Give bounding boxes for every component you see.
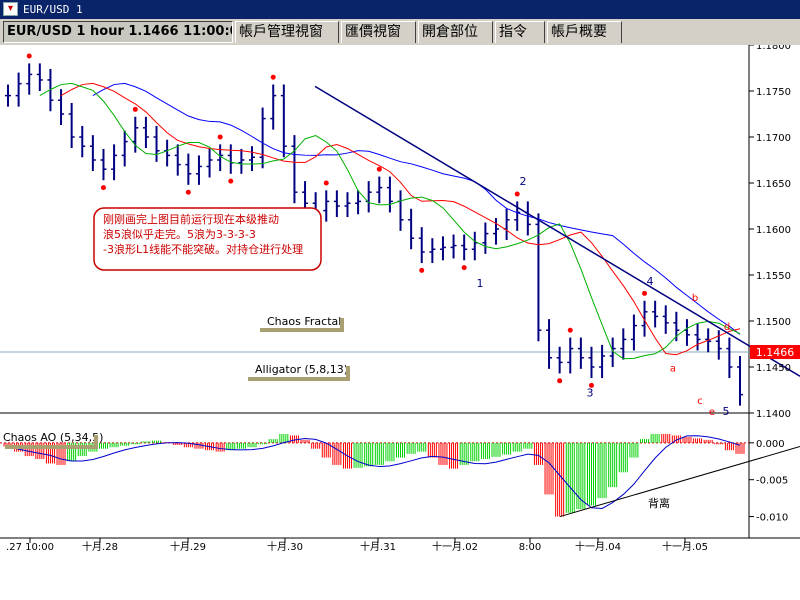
current-price-label: 1.1466 [756, 346, 795, 359]
wave-label: 3 [587, 386, 594, 399]
fractal-label-bracket [260, 318, 344, 332]
subwave-label: d [724, 322, 730, 333]
price-tick-label: 1.1700 [756, 133, 791, 144]
fractal-down-dot [419, 267, 425, 273]
fractal-down-dot [228, 178, 234, 184]
subwave-label: a [670, 364, 676, 375]
tab-rates[interactable]: 匯價視窗 [341, 21, 416, 43]
ao-tick-label: -0.010 [756, 513, 788, 524]
tab-chart-eurusd[interactable]: EUR/USD 1 hour 1.1466 11:00:00 [3, 21, 233, 43]
time-tick-label: 十月.31 [360, 540, 396, 553]
chart-window-icon: ▾ [3, 2, 18, 16]
alligator-lips-line [39, 82, 741, 360]
ao-signal-line [7, 435, 741, 509]
time-tick-label: 十一月.05 [662, 540, 708, 553]
fractal-label: Chaos Fractal [267, 315, 341, 328]
ao-tick-label: 0.000 [756, 439, 785, 450]
chart-area[interactable]: 1 2 3 4 5 a b c d e 1.1800 1.1750 1.1700 1.1650 1.160… [0, 45, 800, 600]
ao-label: Chaos AO (5,34,5) [3, 431, 103, 444]
wave-label: 1 [477, 277, 484, 290]
fractal-up-dot [217, 134, 223, 140]
fractal-up-dot [270, 74, 276, 80]
fractal-down-dot [100, 185, 106, 191]
fractal-up-dot [376, 166, 382, 172]
ao-tick-label: -0.005 [756, 476, 788, 487]
price-tick-label: 1.1450 [756, 363, 791, 374]
fractal-down-dot [588, 382, 594, 388]
wave-label: 2 [520, 175, 527, 188]
fractal-down-dot [185, 189, 191, 195]
window-title: EUR/USD 1 [23, 3, 83, 16]
price-tick-label: 1.1400 [756, 409, 791, 420]
time-tick-label: 十一月.04 [575, 540, 621, 553]
time-tick-label: 十月.30 [267, 540, 303, 553]
price-tick-label: 1.1750 [756, 87, 791, 98]
tab-bar: EUR/USD 1 hour 1.1466 11:00:00 帳戶管理視窗 匯價… [0, 19, 800, 46]
annotation-box [93, 207, 322, 271]
fractal-up-dot [514, 191, 520, 197]
time-tick-label: 十一月.02 [432, 540, 478, 553]
wave-label: 4 [647, 275, 654, 288]
ao-label-bracket [5, 435, 98, 449]
tab-account-summary[interactable]: 帳戶概要 [547, 21, 622, 43]
tab-open-positions[interactable]: 開倉部位 [418, 21, 493, 43]
window-titlebar: ▾ EUR/USD 1 [0, 0, 800, 19]
axes: 1.1800 1.1750 1.1700 1.1650 1.1600 1.1550 1.15… [6, 45, 791, 553]
tab-account-management[interactable]: 帳戶管理視窗 [235, 21, 339, 43]
alligator-jaw-line [92, 82, 741, 335]
time-tick-label: 8:00 [519, 542, 541, 553]
tab-orders[interactable]: 指令 [495, 21, 545, 43]
price-tick-label: 1.1500 [756, 317, 791, 328]
wave-label: 5 [723, 405, 730, 418]
alligator-label-bracket [248, 366, 350, 381]
fractal-up-dot [642, 290, 648, 296]
divergence-line [559, 446, 800, 518]
subwave-label: b [692, 293, 698, 304]
price-tick-label: 1.1550 [756, 271, 791, 282]
time-tick-label: 十月.29 [170, 540, 206, 553]
divergence-label: 背离 [648, 496, 670, 510]
current-price-tag [750, 345, 800, 359]
price-panel: 1 2 3 4 5 a b c d e [5, 53, 800, 418]
alligator-teeth-line [60, 82, 741, 356]
fractal-up-dot [26, 53, 32, 59]
fractal-up-dot [132, 106, 138, 112]
fractal-up-dot [567, 327, 573, 333]
price-tick-label: 1.1800 [756, 45, 791, 52]
fractal-down-dot [461, 265, 467, 271]
trendline-l1 [314, 85, 800, 377]
fractal-down-dot [557, 378, 563, 384]
time-tick-label: 十月.28 [82, 540, 118, 553]
time-tick-label: .27 10:00 [6, 542, 54, 553]
subwave-label: c [697, 396, 703, 407]
fractal-up-dot [323, 180, 329, 186]
annotation-text: 刚刚画完上图目前运行现在本级推动 浪5浪似乎走完。5浪为3-3-3-3 -3浪形… [103, 212, 303, 256]
price-tick-label: 1.1600 [756, 225, 791, 236]
alligator-label: Alligator (5,8,13) [255, 363, 348, 376]
subwave-label: e [709, 407, 715, 418]
price-tick-label: 1.1650 [756, 179, 791, 190]
